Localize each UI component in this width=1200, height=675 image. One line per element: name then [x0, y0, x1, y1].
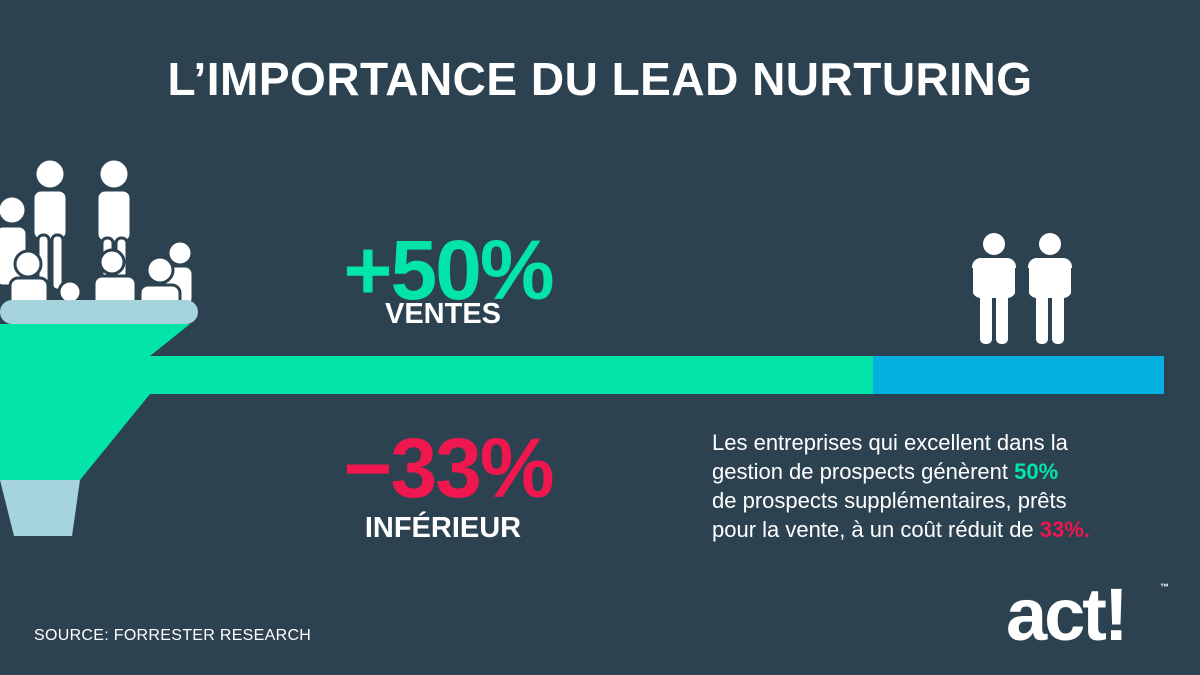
progress-bar-blue [873, 356, 1164, 394]
cost-stat-label: INFÉRIEUR [364, 512, 522, 544]
description-line-1: Les entreprises qui excellent dans la [712, 430, 1068, 455]
description-text: Les entreprises qui excellent dans la ge… [712, 428, 1172, 544]
trademark-symbol: ™ [1160, 582, 1169, 592]
funnel-spout [0, 480, 80, 536]
two-people-icon [967, 233, 1077, 344]
highlight-50: 50% [1014, 459, 1059, 484]
funnel-illustration [0, 157, 198, 536]
sales-stat-label: VENTES [384, 298, 502, 330]
description-line-3: de prospects supplémentaires, prêts [712, 488, 1067, 513]
description-line-4: pour la vente, à un coût réduit de 33%. [712, 515, 1172, 544]
description-line-4-text: pour la vente, à un coût réduit de [712, 517, 1040, 542]
funnel-body [0, 324, 190, 480]
act-logo: act! [1006, 573, 1129, 656]
funnel-rim [0, 300, 198, 324]
crowd-people-icon [0, 157, 195, 316]
cost-stat-value: −33% [343, 421, 554, 515]
highlight-33: 33%. [1039, 517, 1090, 542]
description-line-2: gestion de prospects génèrent 50% [712, 457, 1172, 486]
page-title: L’IMPORTANCE DU LEAD NURTURING [167, 53, 1033, 105]
source-citation: SOURCE: FORRESTER RESEARCH [34, 627, 312, 644]
description-line-2-text: gestion de prospects génèrent [712, 459, 1015, 484]
sales-stat-value: +50% [343, 223, 554, 317]
progress-bar-green [150, 356, 873, 394]
